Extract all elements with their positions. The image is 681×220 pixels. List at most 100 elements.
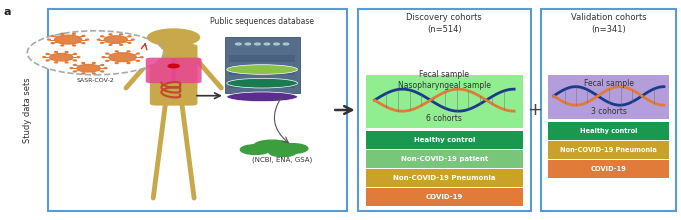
Circle shape	[65, 51, 68, 52]
Circle shape	[278, 144, 308, 153]
Circle shape	[77, 57, 80, 58]
Circle shape	[93, 73, 95, 74]
Circle shape	[97, 39, 100, 40]
FancyBboxPatch shape	[366, 75, 523, 128]
FancyBboxPatch shape	[48, 9, 347, 211]
Circle shape	[104, 36, 127, 43]
FancyBboxPatch shape	[225, 37, 300, 93]
Circle shape	[245, 43, 251, 45]
Circle shape	[73, 33, 76, 34]
FancyBboxPatch shape	[548, 122, 669, 140]
Circle shape	[70, 68, 73, 69]
Circle shape	[168, 64, 179, 68]
Circle shape	[77, 64, 100, 72]
Text: a: a	[3, 7, 11, 16]
Text: Study data sets: Study data sets	[22, 77, 32, 143]
Circle shape	[82, 62, 84, 63]
Circle shape	[137, 60, 140, 61]
FancyBboxPatch shape	[548, 141, 669, 159]
Circle shape	[65, 62, 68, 63]
Circle shape	[120, 34, 123, 35]
Text: Non-COVID-19 Pneumonia: Non-COVID-19 Pneumonia	[560, 147, 657, 153]
Circle shape	[61, 33, 63, 34]
FancyBboxPatch shape	[548, 160, 669, 178]
Circle shape	[82, 43, 85, 44]
Text: Public sequences database: Public sequences database	[210, 17, 314, 26]
FancyBboxPatch shape	[366, 150, 523, 168]
Circle shape	[51, 43, 54, 44]
Circle shape	[73, 45, 76, 46]
Text: Non-COVID-19 Pneumonia: Non-COVID-19 Pneumonia	[393, 175, 496, 181]
Circle shape	[253, 140, 291, 152]
Circle shape	[109, 34, 112, 35]
Ellipse shape	[227, 92, 298, 102]
Circle shape	[128, 36, 131, 37]
Text: Non-COVID-19 patient: Non-COVID-19 patient	[400, 156, 488, 162]
Circle shape	[46, 53, 49, 54]
Text: Validation cohorts
(n=341): Validation cohorts (n=341)	[571, 13, 647, 34]
FancyBboxPatch shape	[366, 169, 523, 187]
Circle shape	[115, 63, 118, 64]
Text: 6 cohorts: 6 cohorts	[426, 114, 462, 123]
Circle shape	[54, 62, 57, 63]
Circle shape	[255, 43, 260, 45]
Circle shape	[74, 71, 76, 72]
Circle shape	[140, 57, 143, 58]
FancyBboxPatch shape	[172, 58, 202, 83]
Circle shape	[127, 51, 130, 52]
FancyBboxPatch shape	[229, 68, 295, 75]
Circle shape	[283, 43, 289, 45]
Circle shape	[127, 63, 130, 64]
FancyBboxPatch shape	[229, 55, 295, 62]
FancyBboxPatch shape	[366, 188, 523, 206]
FancyBboxPatch shape	[255, 148, 300, 153]
Circle shape	[101, 42, 104, 43]
Circle shape	[43, 57, 46, 58]
Text: +: +	[527, 101, 542, 119]
FancyBboxPatch shape	[358, 9, 531, 211]
Circle shape	[109, 53, 136, 62]
Circle shape	[61, 45, 63, 46]
Circle shape	[106, 53, 108, 54]
Text: Healthy control: Healthy control	[413, 137, 475, 143]
Circle shape	[51, 36, 54, 37]
Circle shape	[274, 43, 279, 45]
Circle shape	[104, 68, 107, 69]
Ellipse shape	[227, 78, 298, 88]
Circle shape	[93, 62, 95, 63]
Circle shape	[128, 42, 131, 43]
FancyBboxPatch shape	[548, 75, 669, 119]
FancyBboxPatch shape	[146, 58, 176, 83]
Circle shape	[54, 51, 57, 52]
Text: Fecal sample
Nasopharyngeal sample: Fecal sample Nasopharyngeal sample	[398, 70, 491, 90]
Circle shape	[86, 39, 89, 40]
Text: 3 cohorts: 3 cohorts	[591, 106, 627, 116]
Circle shape	[48, 39, 50, 40]
Circle shape	[269, 148, 296, 157]
Circle shape	[50, 53, 73, 61]
Circle shape	[54, 35, 82, 44]
Circle shape	[106, 60, 108, 61]
Circle shape	[27, 31, 163, 75]
Circle shape	[101, 64, 104, 65]
Text: Fecal sample: Fecal sample	[584, 79, 634, 88]
Circle shape	[148, 29, 200, 46]
Circle shape	[74, 53, 76, 54]
Circle shape	[101, 36, 104, 37]
Circle shape	[82, 73, 84, 74]
Circle shape	[137, 53, 140, 54]
Circle shape	[109, 44, 112, 45]
FancyBboxPatch shape	[150, 44, 197, 106]
Circle shape	[82, 36, 85, 37]
Text: SASR-COV-2: SASR-COV-2	[76, 78, 114, 83]
Text: COVID-19: COVID-19	[591, 166, 627, 172]
Circle shape	[102, 57, 105, 58]
Text: Discovery cohorts
(n=514): Discovery cohorts (n=514)	[407, 13, 482, 34]
Text: Healthy control: Healthy control	[580, 128, 637, 134]
Ellipse shape	[227, 65, 298, 74]
Circle shape	[74, 60, 76, 61]
Circle shape	[74, 64, 76, 65]
Circle shape	[120, 44, 123, 45]
Circle shape	[46, 60, 49, 61]
FancyBboxPatch shape	[541, 9, 676, 211]
